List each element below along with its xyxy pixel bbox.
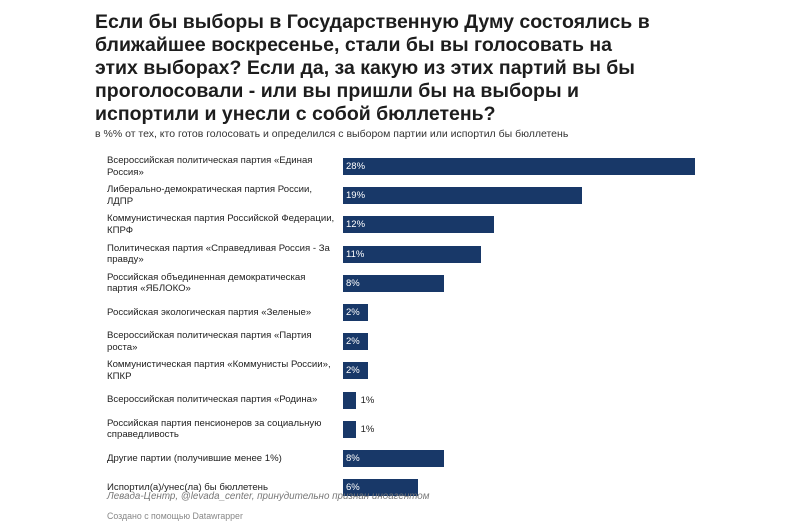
- value-label: 28%: [346, 161, 366, 172]
- bar: [343, 479, 419, 497]
- bar: [343, 216, 494, 234]
- category-label: Российская партия пенсионеров за социаль…: [107, 417, 322, 441]
- value-label: 12%: [346, 219, 366, 231]
- bar: [343, 362, 369, 380]
- bar: [343, 304, 369, 321]
- source-note: Левада-Центр, @levada_center, принудител…: [107, 491, 430, 502]
- category-label: Другие партии (получившие менее 1%): [107, 452, 282, 464]
- category-label: Коммунистическая партия «Коммунисты Росс…: [107, 359, 331, 382]
- value-label: 2%: [346, 307, 360, 318]
- value-label: 6%: [346, 482, 360, 494]
- value-label: 8%: [346, 453, 360, 464]
- chart-title: Если бы выборы в Государственную Думу со…: [95, 11, 650, 125]
- category-label: Коммунистическая партия Российской Федер…: [107, 213, 335, 236]
- bar: [343, 245, 482, 263]
- category-label: Всероссийская политическая партия «Родин…: [107, 394, 318, 406]
- value-label: 2%: [346, 365, 360, 377]
- category-label: Российская объединенная демократическая …: [107, 271, 306, 295]
- bar: [343, 391, 356, 409]
- bar: [343, 333, 369, 351]
- category-label: Всероссийская политическая партия «Парти…: [107, 330, 312, 353]
- category-label: Всероссийская политическая партия «Едина…: [107, 155, 313, 178]
- value-label: 8%: [346, 277, 360, 289]
- category-label: Политическая партия «Справедливая Россия…: [107, 242, 330, 266]
- bar: [343, 187, 582, 205]
- category-label: Российская экологическая партия «Зеленые…: [107, 306, 312, 318]
- category-label: Либерально-демократическая партия России…: [107, 184, 313, 207]
- value-label: 19%: [346, 190, 366, 202]
- bar: [343, 158, 695, 175]
- bar: [343, 274, 444, 292]
- value-label: 11%: [346, 248, 365, 260]
- value-label: 1%: [360, 423, 375, 435]
- chart-subtitle: в %% от тех, кто готов голосовать и опре…: [95, 128, 569, 140]
- value-label: 1%: [360, 394, 375, 406]
- bar: [343, 420, 356, 438]
- value-label: 2%: [346, 336, 360, 348]
- bar: [343, 450, 444, 467]
- datawrapper-credit: Создано с помощью Datawrapper: [107, 511, 243, 521]
- category-label: Испортил(а)/унес(ла) бы бюллетень: [107, 481, 268, 493]
